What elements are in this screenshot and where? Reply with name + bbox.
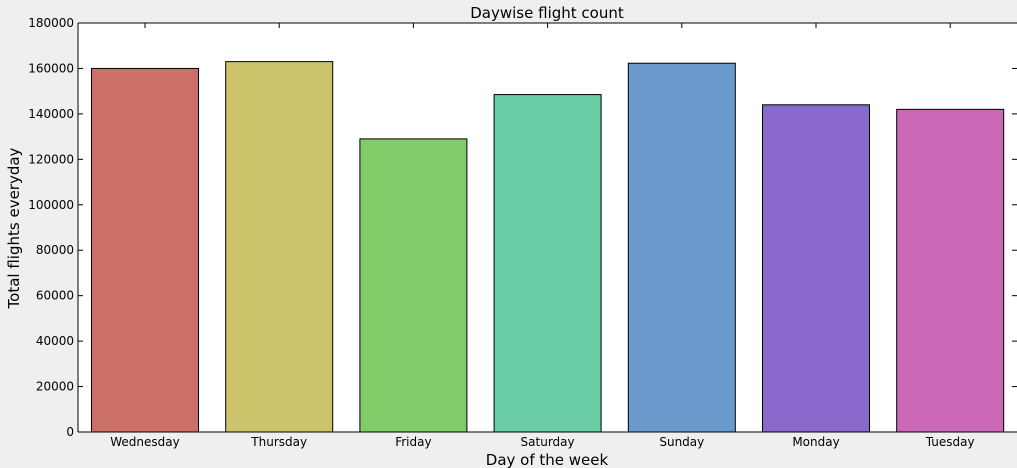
bar-wednesday bbox=[91, 67, 199, 433]
x-tick-label: Wednesday bbox=[110, 435, 179, 449]
y-tick-label: 40000 bbox=[36, 334, 74, 348]
x-tick-label: Friday bbox=[395, 435, 431, 449]
x-tick-label: Tuesday bbox=[925, 435, 975, 449]
y-tick-label: 20000 bbox=[36, 380, 74, 394]
bar-saturday bbox=[493, 94, 602, 433]
y-tick-label: 160000 bbox=[28, 61, 74, 75]
y-tick-label: 80000 bbox=[36, 243, 74, 257]
y-axis-ticks: 0 20000 40000 60000 80000 100000 120000 140000 1… bbox=[28, 16, 1017, 439]
y-tick-label: 0 bbox=[66, 425, 74, 439]
x-axis-ticks: Wednesday Thursday Friday Saturday Sunday Mon… bbox=[110, 23, 975, 449]
chart-title: Daywise flight count bbox=[470, 4, 624, 22]
bar-sunday bbox=[627, 62, 736, 433]
bar-friday bbox=[359, 138, 468, 433]
x-tick-label: Monday bbox=[792, 435, 839, 449]
y-tick-label: 140000 bbox=[28, 107, 74, 121]
x-tick-label: Saturday bbox=[521, 435, 575, 449]
y-axis-title: Total flights everyday bbox=[5, 147, 23, 309]
bar-thursday bbox=[225, 61, 334, 433]
x-tick-label: Sunday bbox=[659, 435, 704, 449]
bar-tuesday bbox=[896, 108, 1005, 433]
bar-monday bbox=[762, 104, 870, 433]
y-tick-label: 100000 bbox=[28, 198, 74, 212]
y-tick-label: 180000 bbox=[28, 16, 74, 30]
bars-group bbox=[91, 61, 1005, 433]
y-tick-label: 60000 bbox=[36, 289, 74, 303]
y-tick-label: 120000 bbox=[28, 152, 74, 166]
x-tick-label: Thursday bbox=[250, 435, 307, 449]
x-axis-title: Day of the week bbox=[486, 451, 609, 468]
